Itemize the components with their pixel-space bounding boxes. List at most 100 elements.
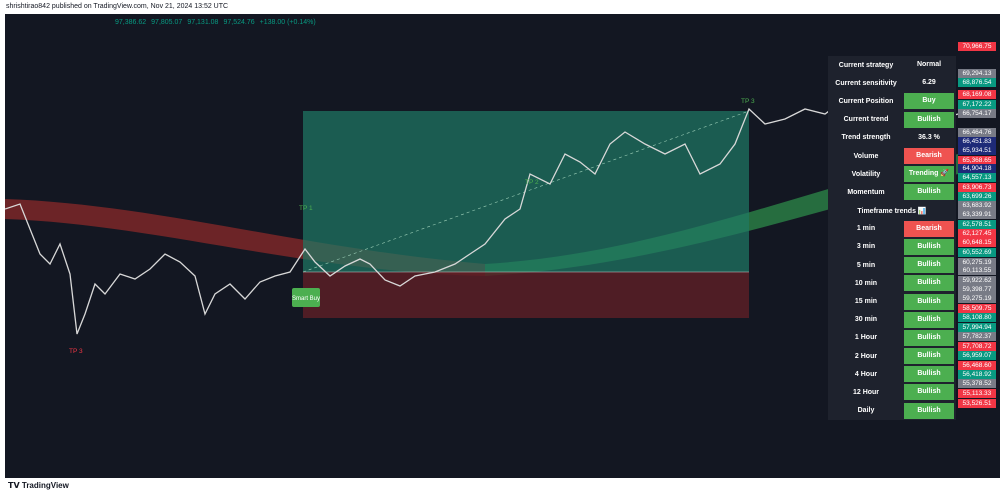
table-row: 30 min Bullish	[828, 311, 956, 329]
row-value: Bullish	[904, 184, 954, 201]
row-label: Momentum	[847, 188, 885, 196]
row-value: Bullish	[904, 402, 954, 419]
row-label: Daily	[857, 407, 875, 415]
table-row: Current Position Buy	[828, 92, 956, 110]
ohlc: 97,386.62 97,805.07 97,131.08 97,524.76 +138…	[115, 19, 321, 26]
row-label: 2 Hour	[854, 352, 878, 360]
table-row: Current sensitivity 6.29	[828, 74, 956, 92]
tp-label: TP 1	[299, 205, 313, 212]
row-label: 3 min	[856, 243, 876, 251]
table-row: Current strategy Normal	[828, 56, 956, 74]
table-row: Trend strength 36.3 %	[828, 129, 956, 147]
tp-label: TP 3	[69, 348, 83, 355]
row-label: 10 min	[854, 279, 878, 287]
price-label: 59,275.19	[958, 294, 996, 303]
price-label: 60,275.19	[958, 258, 996, 267]
price-label: 58,108.80	[958, 313, 996, 322]
price-label: 62,578.51	[958, 220, 996, 229]
tp-label: TP 3	[741, 98, 755, 105]
price-label: 66,451.83	[958, 137, 996, 146]
row-label: Volatility	[851, 170, 881, 178]
price-label: 70,966.75	[958, 42, 996, 51]
table-row: Volatility Trending 🚀	[828, 165, 956, 183]
signal-label: Smart Buy	[292, 296, 320, 302]
row-value: Bearish	[904, 148, 954, 165]
price-label: 57,994.94	[958, 323, 996, 332]
row-value: 36.3 %	[918, 133, 940, 141]
price-label: 57,782.37	[958, 332, 996, 341]
row-label: 12 Hour	[852, 388, 880, 396]
row-label: 30 min	[854, 316, 878, 324]
price-label: 65,934.51	[958, 146, 996, 155]
brand: TradingView	[21, 481, 69, 490]
table-row: 15 min Bullish	[828, 292, 956, 310]
row-value: Bullish	[904, 293, 954, 310]
row-value: Normal	[916, 61, 942, 69]
target-line	[302, 110, 750, 273]
row-label: 5 min	[856, 261, 876, 269]
row-value: Bullish	[904, 348, 954, 365]
price-label: 67,172.22	[958, 100, 996, 109]
row-value: Trending 🚀	[904, 166, 954, 183]
table-row: Volume Bearish	[828, 147, 956, 165]
chart-area: TP 1 TP 2 TP 3 TP 3 Smart Buy 97,386.62 9…	[5, 14, 1000, 478]
loss-zone	[303, 272, 749, 318]
row-value: 6.29	[922, 79, 936, 87]
price-label: 58,509.75	[958, 304, 996, 313]
price-label: 59,922.62	[958, 276, 996, 285]
price-label: 68,169.08	[958, 90, 996, 99]
row-value: Bullish	[904, 366, 954, 383]
row-label: 4 Hour	[854, 370, 878, 378]
price-label: 60,552.69	[958, 248, 996, 257]
row-label: Trend strength	[841, 134, 891, 142]
ohlc-value: 97,805.07	[151, 19, 183, 26]
section-row: Timeframe trends 📊	[828, 202, 956, 220]
price-label: 64,557.13	[958, 173, 996, 182]
row-label: 1 Hour	[854, 334, 878, 342]
price-label: 55,378.52	[958, 379, 996, 388]
price-label: 60,648.15	[958, 238, 996, 247]
price-label: 66,754.17	[958, 109, 996, 118]
row-value: Bullish	[904, 111, 954, 128]
ohlc-value: +138.00 (+0.14%)	[259, 19, 316, 26]
price-label: 53,526.51	[958, 399, 996, 408]
price-label: 63,699.26	[958, 192, 996, 201]
ohlc-value: 97,386.62	[115, 19, 147, 26]
row-label: Volume	[853, 152, 879, 160]
table-row: 5 min Bullish	[828, 256, 956, 274]
row-value: Bullish	[904, 329, 954, 346]
price-label: 62,127.45	[958, 229, 996, 238]
ohlc-value: 97,524.76	[223, 19, 255, 26]
table-row: Daily Bullish	[828, 402, 956, 420]
row-value: Bullish	[904, 238, 954, 255]
price-label: 64,904.18	[958, 164, 996, 173]
tp-label: TP 2	[525, 179, 539, 186]
row-label: Current strategy	[838, 61, 894, 69]
table-row: 1 min Bearish	[828, 220, 956, 238]
row-label: Current sensitivity	[835, 79, 897, 87]
price-label: 60,113.55	[958, 266, 996, 275]
price-label: 66,464.76	[958, 128, 996, 137]
row-label: 1 min	[856, 225, 876, 233]
table-row: 1 Hour Bullish	[828, 329, 956, 347]
row-value: Bullish	[904, 311, 954, 328]
signal-box	[292, 288, 320, 307]
price-label: 59,398.77	[958, 285, 996, 294]
logo: 𝗧𝗩	[8, 481, 22, 490]
table-row: 10 min Bullish	[828, 274, 956, 292]
table-row: Current trend Bullish	[828, 111, 956, 129]
row-value: Bullish	[904, 257, 954, 274]
price-label: 57,708.72	[958, 342, 996, 351]
price-label: 68,876.54	[958, 78, 996, 87]
table-row: 4 Hour Bullish	[828, 365, 956, 383]
price-label: 63,683.92	[958, 201, 996, 210]
price-label: 55,113.33	[958, 389, 996, 398]
price-label: 63,339.91	[958, 210, 996, 219]
table-row: Momentum Bullish	[828, 183, 956, 201]
ohlc-value: 97,131.08	[187, 19, 219, 26]
row-value: Bearish	[904, 220, 954, 237]
price-label: 69,294.13	[958, 69, 996, 78]
price-label: 56,468.60	[958, 361, 996, 370]
price-label: 56,418.92	[958, 370, 996, 379]
